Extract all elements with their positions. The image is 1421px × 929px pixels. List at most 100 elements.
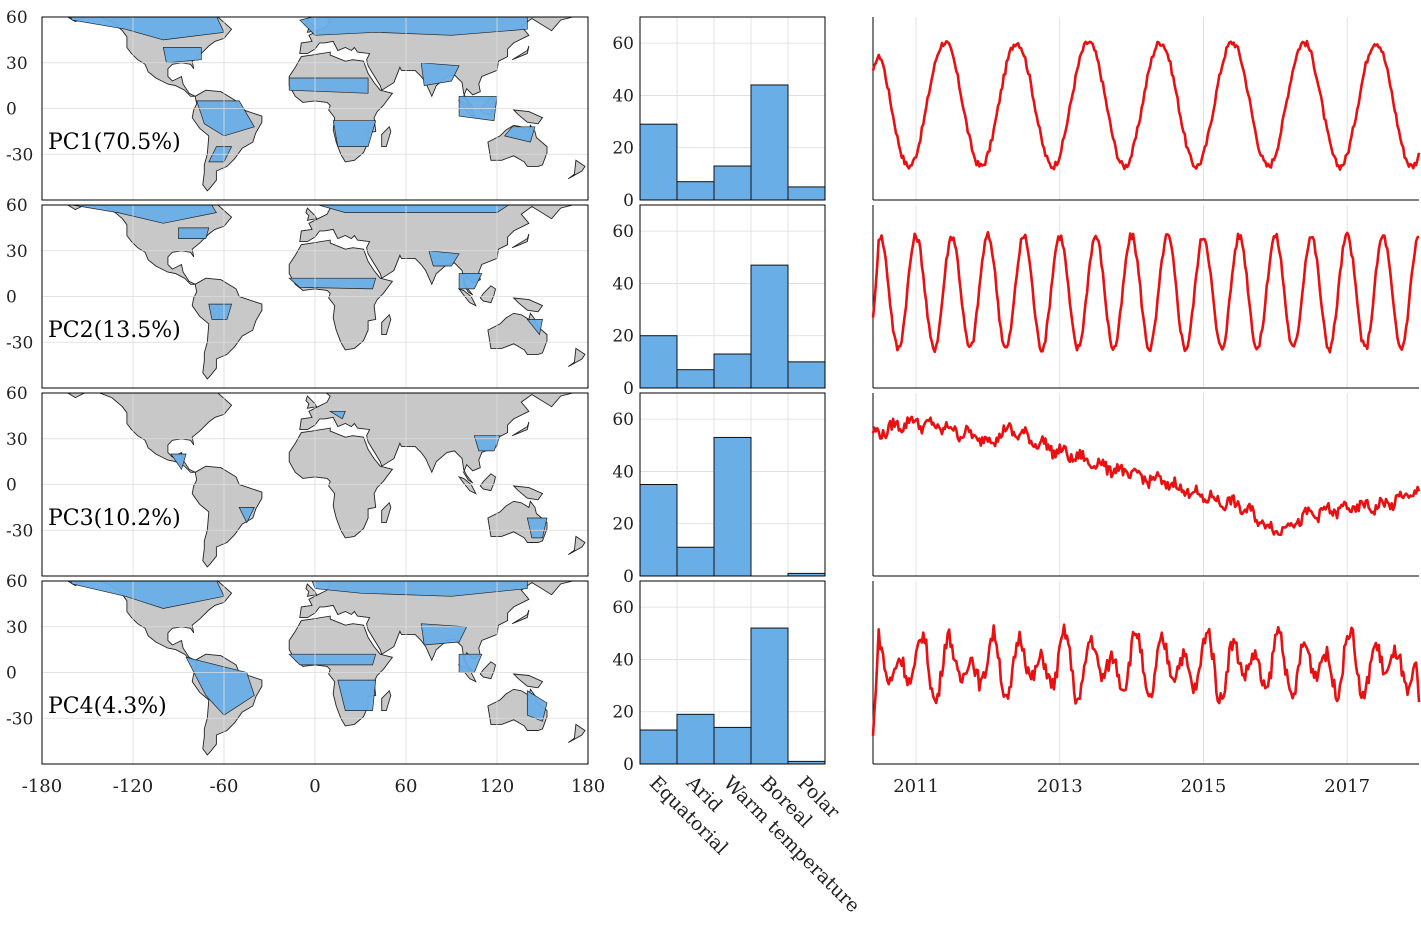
bar-ytick-label: 0 (623, 379, 634, 399)
continent-greenland (231, 17, 249, 18)
continent-japan (511, 609, 530, 625)
map-panel-4: 60 30 0 -30 PC4(4.3%) (6, 572, 589, 765)
continent-nz (568, 723, 586, 743)
continent-samerica (191, 277, 263, 380)
bar-panel-3: 0 20 40 60 (612, 392, 826, 587)
continent-eurasia (299, 393, 576, 484)
highlight-region (311, 581, 528, 597)
bar-panel-4: 0 20 40 60 (612, 580, 826, 775)
highlight-region (238, 507, 255, 524)
series-line (871, 230, 1420, 354)
map-land (67, 393, 586, 568)
map-ytick-label: 60 (6, 8, 28, 28)
bar (639, 123, 678, 201)
highlight-region (526, 319, 543, 336)
series-line (871, 39, 1421, 171)
continent-madagascar (381, 689, 392, 712)
bar-ytick-label: 40 (612, 274, 634, 294)
continent-borneo (479, 661, 497, 680)
bar-ytick-label: 20 (612, 703, 634, 723)
highlight-region (178, 227, 210, 239)
highlight-region (317, 205, 510, 213)
continent-newguinea (512, 297, 544, 313)
bar (750, 627, 789, 765)
line-xtick-label: 2013 (1037, 776, 1083, 797)
map-ytick-label: 30 (6, 618, 28, 638)
highlight-region (70, 581, 225, 609)
bar-ytick-label: 60 (612, 222, 634, 242)
map-ytick-label: -30 (6, 521, 33, 541)
series-line (871, 415, 1421, 536)
map-ytick-label: 30 (6, 430, 28, 450)
bar-frame (639, 204, 826, 389)
continent-greenland (231, 581, 249, 582)
bar-ytick-label: 40 (612, 650, 634, 670)
series-line (871, 623, 1421, 736)
map-panel-1: 60 30 0 -30 PC1(70.5%) (6, 8, 589, 201)
bar-ytick-label: 60 (612, 34, 634, 54)
bar (787, 361, 826, 389)
map-xtick-label: 60 (395, 776, 418, 797)
map-xtick-label: 120 (480, 776, 514, 797)
bar-ytick-label: 0 (623, 567, 634, 587)
bar (639, 335, 678, 389)
continent-sumatra (457, 476, 477, 495)
bar-frame (639, 580, 826, 765)
map-ytick-label: -30 (6, 333, 33, 353)
bar (787, 186, 826, 201)
map-xtick-label: 0 (309, 776, 320, 797)
bar-ytick-label: 60 (612, 410, 634, 430)
bar-ytick-label: 0 (623, 191, 634, 211)
highlight-region (420, 62, 460, 87)
highlight-region (185, 656, 255, 716)
line-panel-2 (871, 205, 1420, 389)
continent-madagascar (381, 501, 392, 524)
bar-ytick-label: 20 (612, 327, 634, 347)
highlight-region (337, 679, 377, 711)
bar-panel-2: 0 20 40 60 (612, 204, 826, 399)
map-ytick-label: -30 (6, 709, 33, 729)
highlight-region (526, 690, 548, 722)
highlight-region (526, 517, 548, 539)
continent-newguinea (512, 673, 544, 689)
highlight-region (288, 277, 377, 290)
continent-samerica (191, 465, 263, 568)
continent-eurasia (299, 17, 576, 108)
map-land (67, 205, 586, 380)
line-panel-4 (871, 581, 1421, 765)
bar-ytick-label: 40 (612, 462, 634, 482)
map-frame (41, 392, 589, 577)
highlight-region (170, 453, 187, 471)
highlight-region (288, 77, 369, 94)
highlight-region (328, 410, 346, 420)
continent-uk (305, 207, 318, 221)
continent-nz (568, 159, 586, 180)
map-ytick-label: 60 (6, 384, 28, 404)
highlight-region (503, 126, 536, 143)
bar-frame (639, 392, 826, 577)
map-ytick-label: 30 (6, 242, 28, 262)
map-panel-3: 60 30 0 -30 PC3(10.2%) (6, 384, 589, 577)
map-ytick-label: 30 (6, 54, 28, 74)
bar (639, 729, 678, 765)
highlight-region (458, 653, 483, 673)
bar-ytick-label: 20 (612, 515, 634, 535)
pc-label: PC2(13.5%) (48, 318, 181, 343)
highlight-region (420, 623, 468, 646)
continent-greenland (231, 393, 249, 394)
bar (676, 713, 715, 765)
map-ytick-label: 0 (6, 476, 17, 496)
highlight-region (332, 120, 377, 147)
continent-namerica (67, 205, 233, 285)
map-panel-2: 60 30 0 -30 PC2(13.5%) (6, 196, 589, 389)
continent-nz (568, 535, 586, 555)
pc-label: PC3(10.2%) (48, 506, 181, 531)
continent-nz (568, 347, 586, 367)
highlight-region (299, 17, 528, 36)
continent-uk (305, 395, 318, 409)
line-xtick-label: 2017 (1324, 776, 1370, 797)
continent-eurasia (299, 205, 576, 296)
bar-panel-1: 0 20 40 60 (612, 16, 826, 211)
bar (639, 484, 678, 577)
map-ytick-label: 0 (6, 100, 17, 120)
